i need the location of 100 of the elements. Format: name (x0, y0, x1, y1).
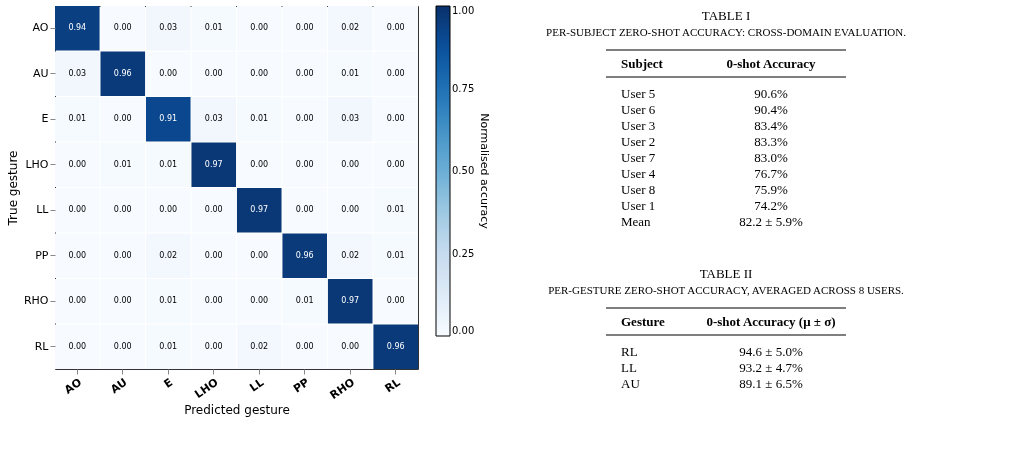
data-label: 0.00 (113, 296, 132, 306)
text: 83.3% (754, 134, 788, 149)
text: User 7 (621, 150, 656, 165)
text: TABLE II (699, 266, 753, 281)
data-label: 0.00 (204, 205, 223, 215)
data-label: 0.00 (341, 341, 360, 351)
x-tick-label: AO (62, 375, 85, 397)
text: User 1 (621, 198, 656, 213)
data-label: 0.00 (386, 23, 405, 33)
data-label: 0.00 (386, 159, 405, 169)
y-axis-title: True gesture (5, 150, 20, 227)
data-label: 0.00 (386, 114, 405, 124)
data-label: 0.03 (68, 68, 87, 78)
data-label: 0.00 (295, 114, 314, 124)
data-label: 0.02 (341, 250, 360, 260)
y-tick-label: RHO (23, 294, 49, 308)
data-label: 0.00 (250, 68, 269, 78)
x-tick-label: RL (382, 375, 403, 396)
x-tick-label: E (161, 375, 176, 391)
data-label: 0.02 (341, 23, 360, 33)
data-label: 0.01 (159, 341, 178, 351)
text: User 5 (621, 86, 656, 101)
color-bar-label: 0.25 (452, 247, 475, 259)
data-label: 0.00 (204, 68, 223, 78)
text: User 2 (621, 134, 656, 149)
data-label: 0.96 (295, 250, 314, 260)
text: Subject (621, 56, 664, 71)
data-label: 0.96 (386, 341, 405, 351)
text: LL (621, 360, 637, 375)
data-label: 0.00 (68, 341, 87, 351)
data-label: 0.01 (159, 159, 178, 169)
data-label: 0.00 (250, 296, 269, 306)
text: 76.7% (754, 166, 788, 181)
data-label: 0.00 (204, 341, 223, 351)
data-label: 0.02 (159, 250, 178, 260)
data-label: 0.00 (250, 250, 269, 260)
data-label: 0.00 (386, 68, 405, 78)
data-label: 0.00 (386, 296, 405, 306)
data-label: 0.96 (113, 68, 132, 78)
data-label: 0.01 (295, 296, 314, 306)
color-bar-title: Normalised accuracy (478, 113, 491, 230)
data-label: 0.02 (250, 341, 269, 351)
color-bar-label: 1.00 (452, 5, 475, 16)
data-label: 0.01 (386, 205, 405, 215)
data-label: 0.01 (204, 23, 223, 33)
data-label: 0.00 (295, 23, 314, 33)
y-tick-label: PP (35, 248, 49, 262)
text: Mean (621, 214, 652, 229)
data-label: 0.00 (250, 23, 269, 33)
data-label: 0.00 (204, 296, 223, 306)
data-label: 0.97 (250, 205, 269, 215)
text: 89.1 ± 6.5% (739, 376, 803, 391)
data-label: 0.00 (341, 159, 360, 169)
data-label: 0.00 (341, 205, 360, 215)
data-label: 0.01 (159, 296, 178, 306)
data-label: 0.94 (68, 23, 87, 33)
x-tick-label: AU (108, 375, 130, 397)
text: 90.6% (754, 86, 788, 101)
y-tick-label: RL (34, 339, 50, 353)
data-label: 0.97 (341, 296, 360, 306)
y-tick-label: AU (32, 66, 49, 80)
data-label: 0.00 (250, 159, 269, 169)
data-label: 0.01 (341, 68, 360, 78)
text: User 6 (621, 102, 656, 117)
text: RL (621, 344, 638, 359)
data-label: 0.00 (113, 205, 132, 215)
text: TABLE I (701, 8, 751, 23)
text: PER-GESTURE ZERO-SHOT ACCURACY, AVERAGED ACROSS 8 USERS. (548, 284, 905, 296)
data-label: 0.00 (295, 159, 314, 169)
y-tick-label: AO (32, 21, 49, 35)
data-label: 0.03 (204, 114, 223, 124)
data-label: 0.00 (113, 250, 132, 260)
text: 83.4% (754, 118, 788, 133)
x-tick-label: LL (247, 375, 267, 395)
text: User 4 (621, 166, 656, 181)
data-label: 0.01 (113, 159, 132, 169)
y-tick-label: LHO (25, 157, 49, 171)
text: 82.2 ± 5.9% (739, 214, 803, 229)
text: 83.0% (754, 150, 788, 165)
data-label: 0.00 (295, 341, 314, 351)
data-label: 0.00 (68, 250, 87, 260)
text: 90.4% (754, 102, 788, 117)
data-label: 0.00 (68, 159, 87, 169)
x-tick-label: PP (290, 375, 312, 396)
data-label: 0.00 (113, 23, 132, 33)
data-label: 0.03 (341, 114, 360, 124)
color-bar-label: 0.50 (452, 165, 475, 176)
data-label: 0.01 (250, 114, 269, 124)
data-label: 0.00 (295, 68, 314, 78)
text: User 8 (621, 182, 656, 197)
text: 74.2% (754, 198, 788, 213)
text: 94.6 ± 5.0% (739, 344, 803, 359)
text: Gesture (621, 314, 666, 329)
data-label: 0.00 (159, 205, 178, 215)
x-axis-title: Predicted gesture (184, 403, 290, 418)
y-tick-label: LL (36, 203, 50, 217)
data-label: 0.00 (113, 341, 132, 351)
text: User 3 (621, 118, 656, 133)
data-label: 0.01 (68, 114, 87, 124)
data-label: 0.00 (204, 250, 223, 260)
